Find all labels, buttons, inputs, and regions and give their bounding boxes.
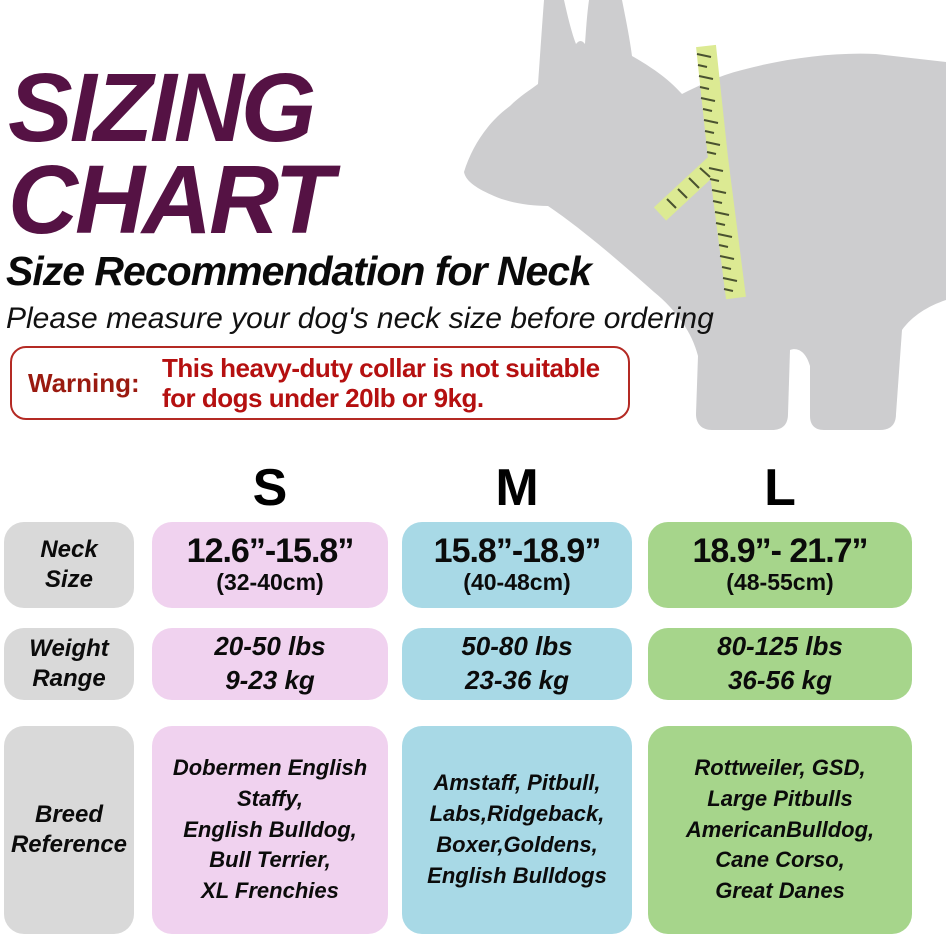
cell-breed-reference-m: Amstaff, Pitbull, Labs,Ridgeback, Boxer,… <box>402 726 632 934</box>
row-label-breed-reference: Breed Reference <box>4 726 134 934</box>
weight-range-m-text: 50-80 lbs 23-36 kg <box>461 631 573 695</box>
column-header-m: M <box>495 459 539 517</box>
page-title: SIZING CHART <box>8 59 334 248</box>
warning-text: This heavy-duty collar is not suitable f… <box>162 353 600 413</box>
warning-box: Warning: This heavy-duty collar is not s… <box>10 346 630 420</box>
page-title-line1: SIZING <box>8 53 316 162</box>
column-header-l: L <box>764 459 796 517</box>
measure-note: Please measure your dog's neck size befo… <box>6 302 714 335</box>
column-header-s: S <box>252 459 288 517</box>
row-label-neck-size: Neck Size <box>4 522 134 608</box>
page-title-line2: CHART <box>8 145 334 254</box>
cell-breed-reference-l: Rottweiler, GSD, Large Pitbulls American… <box>648 726 912 934</box>
row-label-weight-range: Weight Range <box>4 628 134 700</box>
row-label-weight-range-text: Weight Range <box>29 635 109 692</box>
row-label-breed-reference-text: Breed Reference <box>10 801 128 858</box>
neck-size-s-inches: 12.6”-15.8” <box>186 531 355 570</box>
warning-label: Warning: <box>28 367 140 398</box>
cell-weight-range-s: 20-50 lbs 9-23 kg <box>152 628 388 700</box>
cell-breed-reference-s: Dobermen English Staffy, English Bulldog… <box>152 726 388 934</box>
cell-weight-range-m: 50-80 lbs 23-36 kg <box>402 628 632 700</box>
neck-size-l-cm: (48-55cm) <box>726 569 834 596</box>
tape-tick-marks <box>666 53 738 292</box>
measuring-tape <box>653 44 746 300</box>
page-subtitle: Size Recommendation for Neck <box>6 248 592 294</box>
breed-reference-s-text: Dobermen English Staffy, English Bulldog… <box>172 755 368 904</box>
dog-silhouette-illustration <box>464 0 946 430</box>
dog-silhouette <box>464 0 946 430</box>
neck-size-m-cm: (40-48cm) <box>463 569 571 596</box>
neck-size-m-inches: 15.8”-18.9” <box>433 531 602 570</box>
weight-range-l-text: 80-125 lbs 36-56 kg <box>717 631 843 695</box>
neck-size-s-cm: (32-40cm) <box>216 569 324 596</box>
row-label-neck-size-text: Neck Size <box>40 536 98 593</box>
weight-range-s-text: 20-50 lbs 9-23 kg <box>214 631 326 695</box>
cell-neck-size-s: 12.6”-15.8” (32-40cm) <box>152 522 388 608</box>
cell-weight-range-l: 80-125 lbs 36-56 kg <box>648 628 912 700</box>
cell-neck-size-l: 18.9”- 21.7” (48-55cm) <box>648 522 912 608</box>
breed-reference-l-text: Rottweiler, GSD, Large Pitbulls American… <box>685 755 875 904</box>
cell-neck-size-m: 15.8”-18.9” (40-48cm) <box>402 522 632 608</box>
breed-reference-m-text: Amstaff, Pitbull, Labs,Ridgeback, Boxer,… <box>427 770 607 888</box>
neck-size-l-inches: 18.9”- 21.7” <box>692 531 868 570</box>
